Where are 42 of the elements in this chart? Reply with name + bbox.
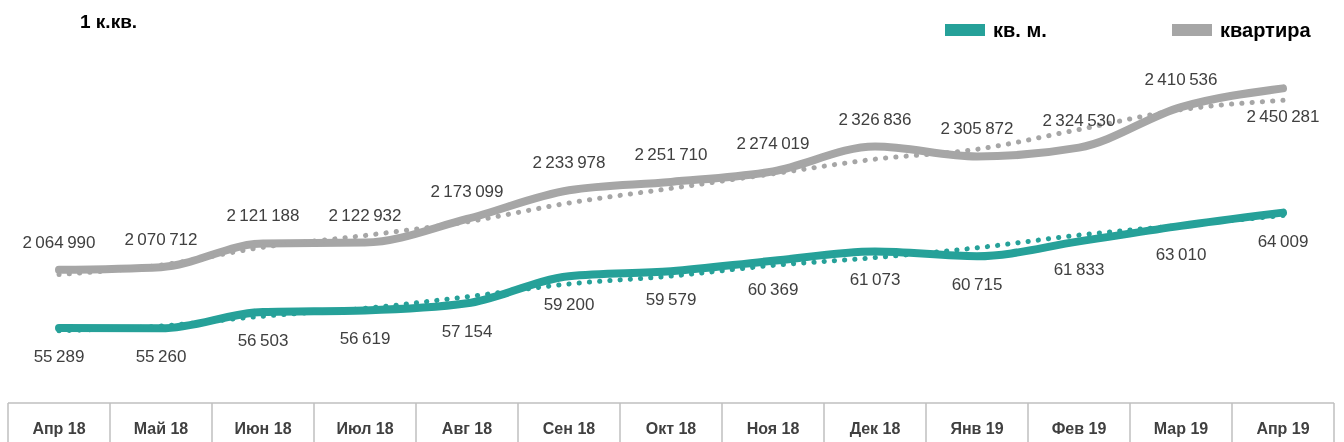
x-tick-label: Ноя 18 [746,420,800,437]
data-label: 59 579 [645,290,697,310]
x-tick-label: Фев 19 [1051,420,1107,437]
legend-label: кв. м. [993,19,1047,41]
x-tick-label: Янв 19 [950,420,1004,437]
chart-title: 1 к.кв. [80,11,138,32]
x-tick-label: Окт 18 [645,420,697,437]
data-label: 55 260 [135,347,187,367]
data-label: 2 122 932 [328,205,402,225]
data-label: 59 200 [543,295,595,315]
data-label: 57 154 [441,322,493,342]
x-tick-label: Июн 18 [234,420,292,437]
x-tick-label: Мар 19 [1153,420,1209,437]
data-label: 63 010 [1155,244,1207,264]
data-label: 2 173 099 [430,181,504,201]
data-label: 2 233 978 [532,153,606,173]
data-label: 56 619 [339,329,391,349]
x-tick-label: Июл 18 [336,420,394,437]
data-label: 2 324 530 [1042,110,1116,130]
data-label: 60 369 [747,279,799,299]
data-label: 56 503 [237,330,289,350]
data-label: 2 410 536 [1144,70,1218,90]
data-label: 64 009 [1257,231,1309,251]
data-label: 2 064 990 [22,232,96,252]
x-tick-label: Май 18 [133,420,189,437]
data-label: 2 450 281 [1246,107,1320,127]
data-label: 61 833 [1053,260,1105,280]
x-tick-label: Апр 18 [32,420,86,437]
data-label: 60 715 [951,275,1003,295]
data-label: 2 326 836 [838,109,912,129]
x-tick-label: Авг 18 [441,420,493,437]
data-label: 2 070 712 [124,230,198,250]
x-tick-label: Апр 19 [1256,420,1310,437]
data-label: 2 121 188 [226,206,300,226]
data-label: 2 274 019 [736,134,810,154]
data-label: 61 073 [849,270,901,290]
data-label: 2 305 872 [940,119,1014,139]
data-label: 2 251 710 [634,144,708,164]
legend-label: квартира [1220,19,1312,41]
x-tick-label: Сен 18 [542,420,596,437]
data-label: 55 289 [33,346,85,366]
x-tick-label: Дек 18 [849,420,901,437]
